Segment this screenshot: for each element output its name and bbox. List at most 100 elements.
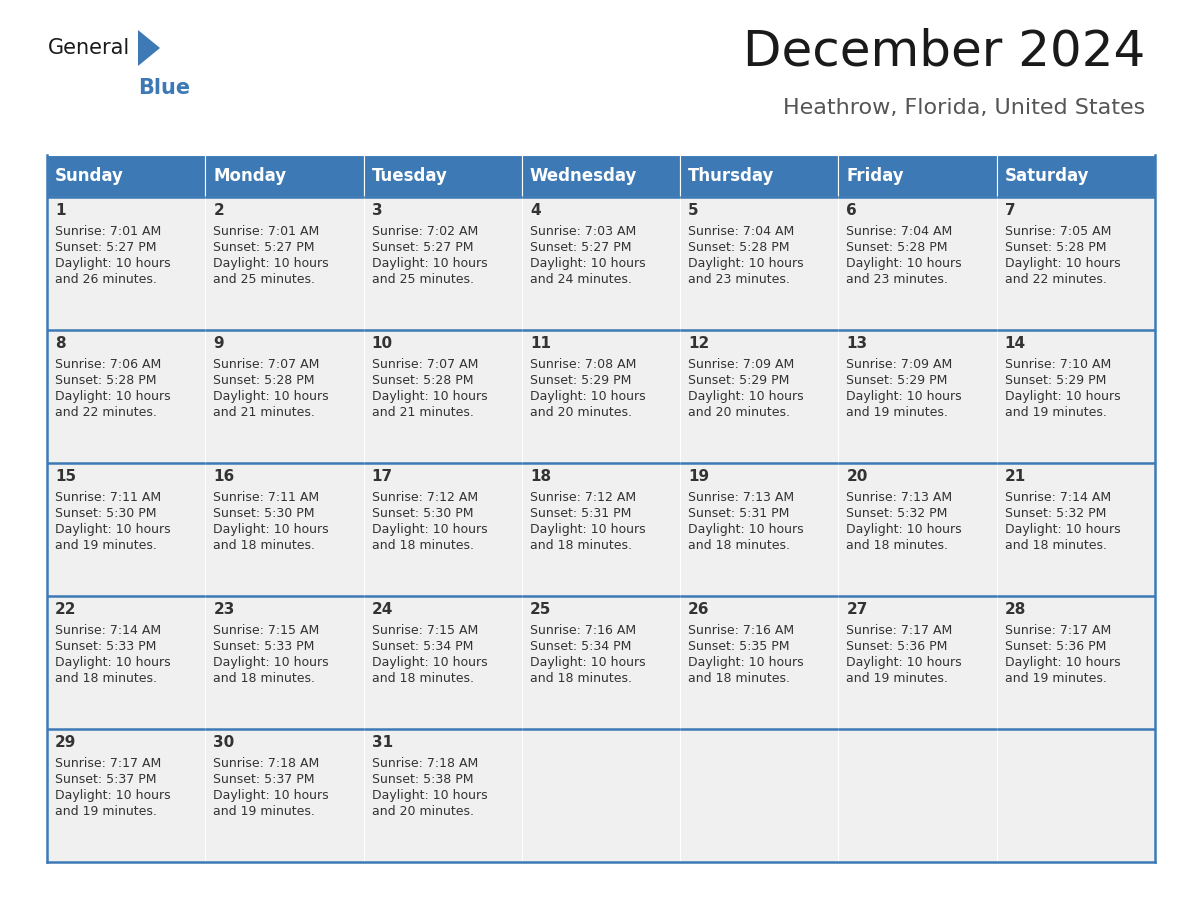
Text: 21: 21 <box>1005 469 1026 484</box>
Text: Saturday: Saturday <box>1005 167 1089 185</box>
Text: Daylight: 10 hours: Daylight: 10 hours <box>530 656 645 669</box>
Text: 19: 19 <box>688 469 709 484</box>
Bar <box>997 729 1155 862</box>
Text: Sunset: 5:34 PM: Sunset: 5:34 PM <box>372 640 473 653</box>
Text: 1: 1 <box>55 203 65 218</box>
Text: and 25 minutes.: and 25 minutes. <box>372 273 474 286</box>
Text: Wednesday: Wednesday <box>530 167 637 185</box>
Text: and 19 minutes.: and 19 minutes. <box>1005 672 1106 685</box>
Bar <box>206 197 364 330</box>
Bar <box>839 197 997 330</box>
Bar <box>364 197 522 330</box>
Text: 15: 15 <box>55 469 76 484</box>
Text: and 23 minutes.: and 23 minutes. <box>688 273 790 286</box>
Text: 3: 3 <box>372 203 383 218</box>
Text: Sunrise: 7:14 AM: Sunrise: 7:14 AM <box>1005 491 1111 504</box>
Bar <box>364 330 522 463</box>
Bar <box>206 155 364 197</box>
Text: Sunrise: 7:15 AM: Sunrise: 7:15 AM <box>372 624 478 637</box>
Text: and 18 minutes.: and 18 minutes. <box>846 539 948 552</box>
Bar <box>364 729 522 862</box>
Text: Sunset: 5:28 PM: Sunset: 5:28 PM <box>55 374 157 387</box>
Text: and 18 minutes.: and 18 minutes. <box>214 672 315 685</box>
Text: 7: 7 <box>1005 203 1016 218</box>
Text: 22: 22 <box>55 602 76 617</box>
Text: and 19 minutes.: and 19 minutes. <box>55 539 157 552</box>
Bar <box>206 729 364 862</box>
Text: Sunset: 5:28 PM: Sunset: 5:28 PM <box>214 374 315 387</box>
Text: 18: 18 <box>530 469 551 484</box>
Text: Sunrise: 7:07 AM: Sunrise: 7:07 AM <box>372 358 478 371</box>
Text: 6: 6 <box>846 203 858 218</box>
Text: 9: 9 <box>214 336 223 351</box>
Text: 14: 14 <box>1005 336 1026 351</box>
Bar <box>206 463 364 596</box>
Text: Sunrise: 7:04 AM: Sunrise: 7:04 AM <box>846 225 953 238</box>
Text: Daylight: 10 hours: Daylight: 10 hours <box>1005 390 1120 403</box>
Text: Sunset: 5:29 PM: Sunset: 5:29 PM <box>530 374 631 387</box>
Text: December 2024: December 2024 <box>742 28 1145 76</box>
Text: Sunset: 5:27 PM: Sunset: 5:27 PM <box>214 241 315 254</box>
Text: Sunset: 5:36 PM: Sunset: 5:36 PM <box>846 640 948 653</box>
Bar <box>48 463 206 596</box>
Text: and 19 minutes.: and 19 minutes. <box>846 672 948 685</box>
Bar <box>681 197 839 330</box>
Text: Heathrow, Florida, United States: Heathrow, Florida, United States <box>783 98 1145 118</box>
Text: and 18 minutes.: and 18 minutes. <box>214 539 315 552</box>
Text: and 25 minutes.: and 25 minutes. <box>214 273 315 286</box>
Text: Daylight: 10 hours: Daylight: 10 hours <box>846 656 962 669</box>
Bar <box>681 155 839 197</box>
Text: 12: 12 <box>688 336 709 351</box>
Text: Sunset: 5:33 PM: Sunset: 5:33 PM <box>214 640 315 653</box>
Text: 8: 8 <box>55 336 65 351</box>
Text: Sunset: 5:28 PM: Sunset: 5:28 PM <box>688 241 790 254</box>
Text: 23: 23 <box>214 602 235 617</box>
Bar <box>839 155 997 197</box>
Text: Sunset: 5:28 PM: Sunset: 5:28 PM <box>846 241 948 254</box>
Text: Sunrise: 7:17 AM: Sunrise: 7:17 AM <box>846 624 953 637</box>
Text: Sunrise: 7:05 AM: Sunrise: 7:05 AM <box>1005 225 1111 238</box>
Bar <box>364 155 522 197</box>
Text: Sunrise: 7:11 AM: Sunrise: 7:11 AM <box>214 491 320 504</box>
Text: 30: 30 <box>214 735 234 750</box>
Text: Sunrise: 7:17 AM: Sunrise: 7:17 AM <box>1005 624 1111 637</box>
Text: Daylight: 10 hours: Daylight: 10 hours <box>55 789 171 802</box>
Text: Daylight: 10 hours: Daylight: 10 hours <box>1005 257 1120 270</box>
Text: Sunrise: 7:09 AM: Sunrise: 7:09 AM <box>688 358 795 371</box>
Text: and 18 minutes.: and 18 minutes. <box>530 539 632 552</box>
Text: Thursday: Thursday <box>688 167 775 185</box>
Bar <box>206 330 364 463</box>
Text: Tuesday: Tuesday <box>372 167 448 185</box>
Bar <box>839 729 997 862</box>
Text: Sunrise: 7:13 AM: Sunrise: 7:13 AM <box>688 491 795 504</box>
Text: Sunset: 5:30 PM: Sunset: 5:30 PM <box>55 507 157 520</box>
Bar <box>522 330 681 463</box>
Bar <box>522 729 681 862</box>
Text: Daylight: 10 hours: Daylight: 10 hours <box>530 390 645 403</box>
Polygon shape <box>138 30 160 66</box>
Bar <box>681 729 839 862</box>
Text: 13: 13 <box>846 336 867 351</box>
Text: Sunset: 5:31 PM: Sunset: 5:31 PM <box>688 507 790 520</box>
Bar <box>839 330 997 463</box>
Text: 16: 16 <box>214 469 234 484</box>
Bar <box>48 596 206 729</box>
Bar <box>681 463 839 596</box>
Bar <box>364 596 522 729</box>
Text: Sunrise: 7:03 AM: Sunrise: 7:03 AM <box>530 225 636 238</box>
Text: Daylight: 10 hours: Daylight: 10 hours <box>846 390 962 403</box>
Bar <box>364 463 522 596</box>
Text: Sunrise: 7:17 AM: Sunrise: 7:17 AM <box>55 757 162 770</box>
Text: Sunset: 5:30 PM: Sunset: 5:30 PM <box>214 507 315 520</box>
Text: Daylight: 10 hours: Daylight: 10 hours <box>214 390 329 403</box>
Text: and 18 minutes.: and 18 minutes. <box>55 672 157 685</box>
Text: and 18 minutes.: and 18 minutes. <box>372 672 474 685</box>
Bar <box>522 596 681 729</box>
Text: 17: 17 <box>372 469 393 484</box>
Bar <box>522 197 681 330</box>
Text: Friday: Friday <box>846 167 904 185</box>
Text: and 20 minutes.: and 20 minutes. <box>530 406 632 419</box>
Text: Sunset: 5:37 PM: Sunset: 5:37 PM <box>55 773 157 786</box>
Text: Daylight: 10 hours: Daylight: 10 hours <box>55 390 171 403</box>
Text: 28: 28 <box>1005 602 1026 617</box>
